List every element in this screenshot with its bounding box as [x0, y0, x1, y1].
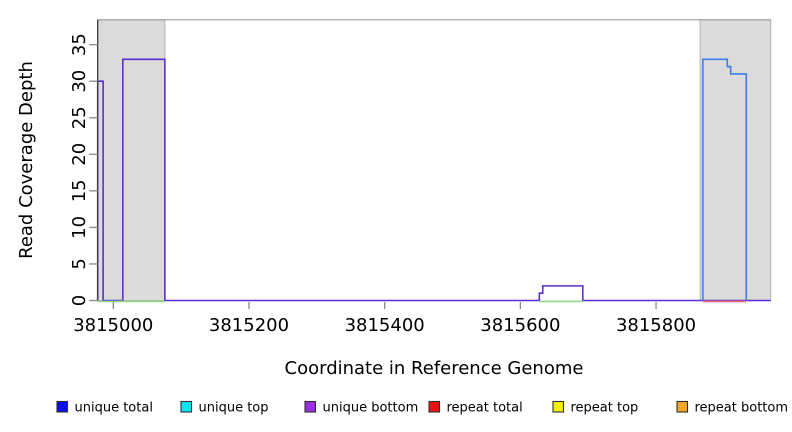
legend-swatch	[552, 400, 565, 413]
y-axis-title: Read Coverage Depth	[16, 61, 37, 259]
x-tick-label: 3815800	[616, 315, 696, 336]
x-tick-label: 3815200	[209, 315, 289, 336]
legend-label: unique total	[75, 401, 153, 416]
legend-item: unique top	[180, 400, 269, 416]
repeat-region-shade	[97, 19, 166, 302]
y-tick-label: 5	[69, 258, 90, 269]
x-axis-title: Coordinate in Reference Genome	[285, 358, 584, 379]
repeat-region-shade	[699, 19, 772, 302]
legend-label: unique bottom	[323, 401, 419, 416]
legend-item: unique total	[56, 400, 153, 416]
legend-swatch	[180, 400, 193, 413]
x-tick-label: 3815400	[345, 315, 425, 336]
plot-generated-content: 3815000 3815200 3815400 3815600 3815800 0 5 10 1…	[69, 19, 772, 336]
legend-swatch	[676, 400, 689, 413]
series-line-unique-bottom	[96, 58, 771, 302]
legend-swatch	[428, 400, 441, 413]
y-tick-label: 15	[69, 179, 90, 202]
x-tick-label: 3815600	[480, 315, 560, 336]
legend-label: repeat bottom	[695, 401, 789, 416]
legend-item: unique bottom	[304, 400, 419, 416]
y-tick-label: 30	[69, 70, 90, 93]
y-tick-label: 20	[69, 143, 90, 166]
legend-item: repeat bottom	[676, 400, 789, 416]
legend-swatch	[56, 400, 69, 413]
y-tick-label: 10	[69, 216, 90, 239]
legend-label: unique top	[199, 401, 269, 416]
y-tick-label: 25	[69, 106, 90, 129]
y-tick-label: 35	[69, 33, 90, 56]
x-tick-label: 3815000	[73, 315, 153, 336]
legend-item: repeat total	[428, 400, 523, 416]
legend-item: repeat top	[552, 400, 639, 416]
legend-label: repeat top	[571, 401, 639, 416]
series-line-unique-total	[702, 58, 748, 301]
y-tick-label: 0	[69, 295, 90, 306]
legend-label: repeat total	[447, 401, 523, 416]
legend: unique total unique top unique bottom repea…	[56, 400, 789, 416]
legend-swatch	[304, 400, 317, 413]
